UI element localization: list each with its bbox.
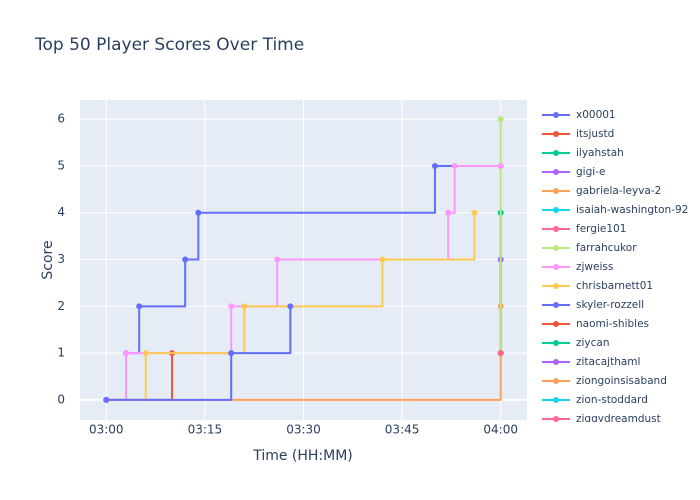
y-tick-label: 5 xyxy=(57,158,65,172)
x-tick-label: 03:45 xyxy=(385,423,420,437)
legend-marker xyxy=(553,131,559,137)
y-tick-label: 2 xyxy=(57,299,65,313)
y-tick-label: 4 xyxy=(57,205,65,219)
legend-label: chrisbarnett01 xyxy=(576,280,653,292)
legend-marker xyxy=(553,302,559,308)
legend-marker xyxy=(553,188,559,194)
y-tick-label: 6 xyxy=(57,112,65,126)
legend-label: ziongoinsisaband xyxy=(576,375,667,387)
legend-label: gigi-e xyxy=(576,166,605,178)
legend-marker xyxy=(553,340,559,346)
legend-label: isaiah-washington-92 xyxy=(576,204,688,216)
data-point xyxy=(142,350,149,357)
data-point xyxy=(274,256,281,263)
data-point xyxy=(123,350,130,357)
data-point xyxy=(195,209,202,216)
data-point xyxy=(497,350,504,357)
data-point xyxy=(451,162,458,169)
legend-marker xyxy=(553,245,559,251)
data-point xyxy=(497,116,504,123)
y-tick-label: 0 xyxy=(57,392,65,406)
legend-label: naomi-shibles xyxy=(576,318,649,330)
x-tick-label: 03:15 xyxy=(188,423,223,437)
y-tick-label: 3 xyxy=(57,252,65,266)
legend-marker xyxy=(553,321,559,327)
legend-label: ziycan xyxy=(576,337,610,349)
x-axis-title: Time (HH:MM) xyxy=(252,448,353,464)
data-point xyxy=(182,256,189,263)
legend-label: x00001 xyxy=(576,109,616,121)
data-point xyxy=(241,303,248,310)
data-point xyxy=(379,256,386,263)
y-tick-label: 1 xyxy=(57,346,65,360)
data-point xyxy=(103,396,110,403)
legend-label: zjweiss xyxy=(576,261,613,273)
legend-marker xyxy=(553,207,559,213)
data-point xyxy=(445,209,452,216)
legend-marker xyxy=(553,112,559,118)
legend-label: zitacajthaml xyxy=(576,356,640,368)
legend-label: ilyahstah xyxy=(576,147,624,159)
legend-label: gabriela-leyva-2 xyxy=(576,185,661,197)
legend-marker xyxy=(553,359,559,365)
data-point xyxy=(431,162,438,169)
data-point xyxy=(228,350,235,357)
legend-marker xyxy=(553,264,559,270)
legend-marker xyxy=(553,378,559,384)
x-tick-label: 04:00 xyxy=(483,423,518,437)
legend-marker xyxy=(553,169,559,175)
series-line xyxy=(106,164,501,401)
data-point xyxy=(287,303,294,310)
legend-marker xyxy=(553,397,559,403)
legend-marker xyxy=(553,283,559,289)
data-point xyxy=(471,209,478,216)
data-point xyxy=(497,162,504,169)
data-point xyxy=(228,303,235,310)
data-point xyxy=(136,303,143,310)
chart-title: Top 50 Player Scores Over Time xyxy=(34,35,304,55)
legend-label: skyler-rozzell xyxy=(576,299,644,311)
legend-label: fergie101 xyxy=(576,223,626,235)
x-tick-label: 03:30 xyxy=(286,423,321,437)
legend-marker xyxy=(553,226,559,232)
legend-label: itsjustd xyxy=(576,128,614,140)
legend-label: zion-stoddard xyxy=(576,394,648,406)
legend-marker xyxy=(553,416,559,422)
legend-marker xyxy=(553,150,559,156)
legend-label: farrahcukor xyxy=(576,242,637,254)
x-tick-label: 03:00 xyxy=(89,423,124,437)
legend-label: ziggydreamdust xyxy=(576,413,661,425)
y-axis-title: Score xyxy=(40,240,56,279)
